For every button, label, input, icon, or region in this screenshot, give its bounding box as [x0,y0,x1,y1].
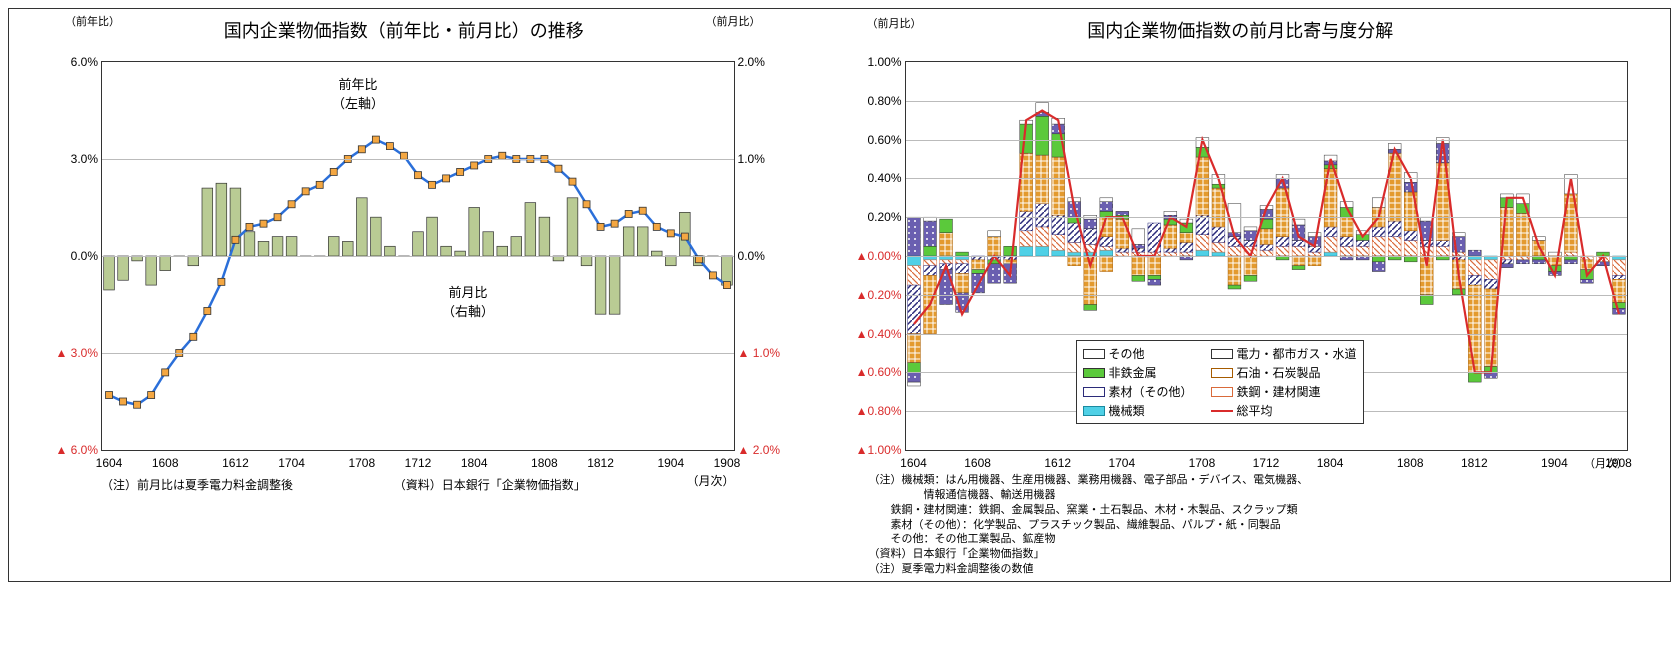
left-title: 国内企業物価指数（前年比・前月比）の推移 [17,17,791,43]
right-title: 国内企業物価指数の前月比寄与度分解 [819,17,1662,43]
left-note-2: （資料）日本銀行「企業物価指数」 [394,477,586,494]
figure-pair: （前年比） 国内企業物価指数（前年比・前月比）の推移 （前月比） ▲ 6.0%▲… [8,8,1671,582]
right-notes: （注）機械類：はん用機器、生産用機器、業務用機器、電子部品・デバイス、電気機器、… [819,473,1662,577]
left-chart-area: ▲ 6.0%▲ 3.0%0.0%3.0%6.0%▲ 2.0%▲ 1.0%0.0%… [101,61,735,451]
right-chart-area: ▲1.00%▲0.80%▲0.60%▲0.40%▲0.20%▲0.00%0.20… [905,61,1628,451]
left-note-1: （注）前月比は夏季電力料金調整後 [101,477,293,494]
left-y-left-label: （前年比） [65,13,120,29]
legend: その他電力・都市ガス・水道非鉄金属石油・石炭製品素材（その他）鉄鋼・建材関連機械… [1076,340,1364,424]
left-y-right-label: （前月比） [706,13,761,29]
right-chart-panel: （前月比） 国内企業物価指数の前月比寄与度分解 ▲1.00%▲0.80%▲0.6… [811,9,1670,581]
left-chart-panel: （前年比） 国内企業物価指数（前年比・前月比）の推移 （前月比） ▲ 6.0%▲… [9,9,799,581]
right-y-label: （前月比） [867,15,922,31]
left-x-unit: （月次） [687,473,735,490]
